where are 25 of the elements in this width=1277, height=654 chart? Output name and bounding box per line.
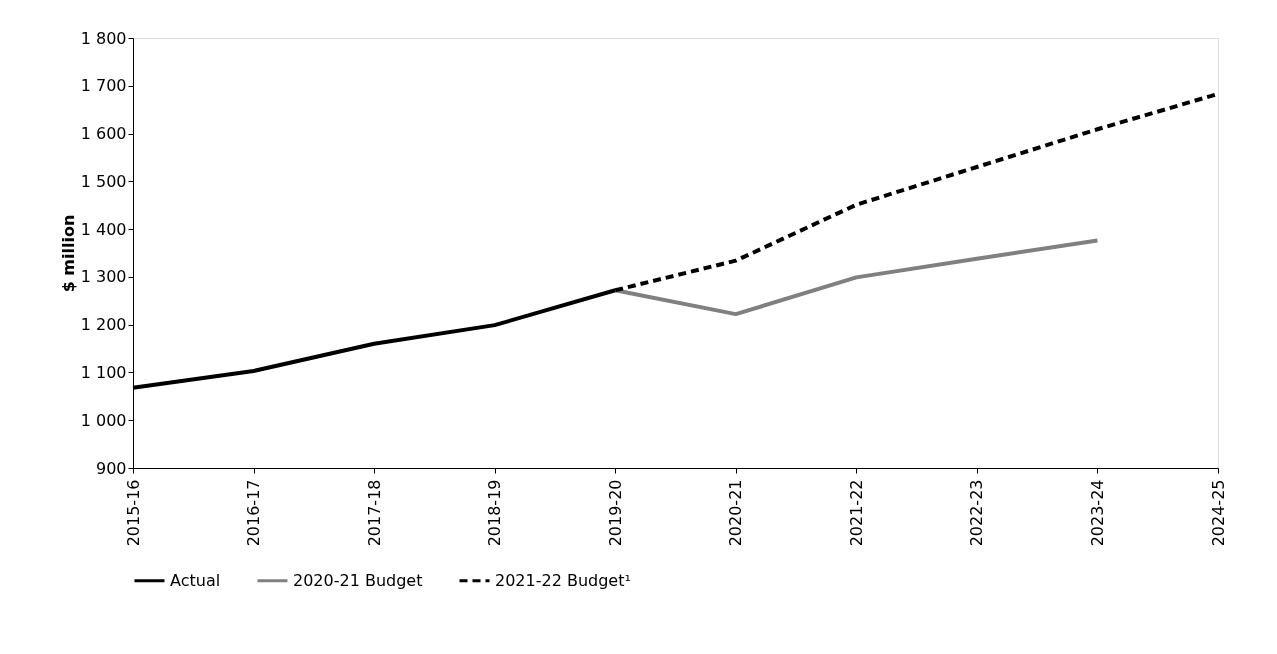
x-tick-label: 2019-20 [605, 479, 625, 547]
y-axis-title: $ million [58, 214, 78, 293]
y-tick-label: 1 200 [80, 315, 127, 335]
y-tick-label: 900 [95, 458, 127, 478]
legend-label: Actual [170, 570, 221, 590]
x-tick-label: 2018-19 [485, 479, 505, 547]
y-tick-label: 1 500 [80, 171, 127, 191]
x-tick-label: 2015-16 [123, 479, 143, 547]
x-tick-label: 2016-17 [244, 479, 264, 547]
legend-label: 2021-22 Budget¹ [495, 570, 631, 590]
y-tick-label: 1 100 [80, 362, 127, 382]
y-tick-label: 1 800 [80, 28, 127, 48]
x-tick-label: 2022-23 [967, 479, 987, 547]
y-tick-label: 1 600 [80, 124, 127, 144]
x-tick-label: 2020-21 [726, 479, 746, 547]
x-tick-label: 2017-18 [364, 479, 384, 547]
x-tick-label: 2024-25 [1208, 479, 1228, 547]
y-tick-label: 1 000 [80, 410, 127, 430]
y-tick-label: 1 300 [80, 267, 127, 287]
line-series [613, 238, 1100, 317]
x-tick-label: 2021-22 [846, 479, 866, 547]
legend-label: 2020-21 Budget [293, 570, 423, 590]
y-tick-label: 1 400 [80, 219, 127, 239]
x-tick-label: 2023-24 [1087, 479, 1107, 547]
y-tick-label: 1 700 [80, 76, 127, 96]
